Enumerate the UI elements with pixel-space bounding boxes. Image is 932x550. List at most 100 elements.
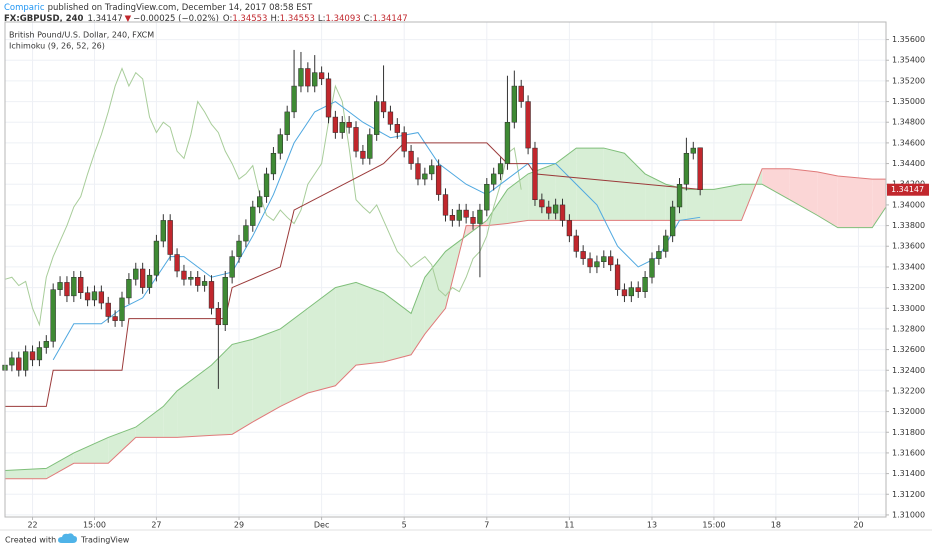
candle-body <box>284 111 290 135</box>
candle-body <box>298 68 304 87</box>
candle-body <box>415 163 421 180</box>
candle-body <box>435 165 442 195</box>
candle-body <box>263 173 270 197</box>
candle-body <box>401 132 407 152</box>
candle-body <box>243 225 249 242</box>
footer-brand[interactable]: TradingView <box>80 536 130 545</box>
candle-body <box>112 316 118 321</box>
cloud-segment <box>555 148 577 221</box>
symbol-line: FX:GBPUSD, 240 1.34147 ▼ −0.00025 (−0.02%) O… <box>4 14 408 24</box>
cloud-segment <box>486 189 508 226</box>
candle-body <box>442 194 449 216</box>
y-tick-label: 1.31400 <box>892 469 925 478</box>
x-tick-label: 27 <box>151 521 161 530</box>
candle-body <box>656 251 662 259</box>
y-tick-label: 1.35000 <box>892 97 925 106</box>
candle-body <box>139 268 146 288</box>
high-label: H: <box>270 14 279 24</box>
y-tick-label: 1.32600 <box>892 345 925 354</box>
y-tick-label: 1.31600 <box>892 448 925 457</box>
low-value: 1.34093 <box>326 14 361 24</box>
candle-body <box>408 150 414 164</box>
footer-created: Created with <box>5 536 56 545</box>
y-tick-label: 1.33200 <box>892 283 925 292</box>
y-tick-label: 1.32400 <box>892 366 925 375</box>
candle-body <box>669 206 676 237</box>
candle-body <box>91 291 98 301</box>
candle-body <box>387 111 394 125</box>
candle-body <box>353 127 359 152</box>
candle-body <box>422 173 428 180</box>
y-tick-label: 1.31200 <box>892 490 925 499</box>
cloud-segment <box>624 153 646 221</box>
candle-body <box>360 150 366 159</box>
brand-icon <box>58 533 77 543</box>
candle-body <box>546 206 552 214</box>
y-tick-label: 1.32200 <box>892 386 925 395</box>
candle-body <box>380 101 387 113</box>
candle-body <box>511 85 517 123</box>
candle-body <box>181 270 187 280</box>
cloud-segment <box>872 179 886 228</box>
candle-body <box>29 351 36 361</box>
candle-body <box>43 341 49 348</box>
candle-body <box>594 261 600 268</box>
publish-line: Comparic published on TradingView.com, De… <box>4 3 313 13</box>
cloud-segment <box>307 287 336 393</box>
candle-body <box>153 240 160 276</box>
y-tick-label: 1.32000 <box>892 407 925 416</box>
span-b-line <box>5 168 886 480</box>
cloud-segment <box>383 292 412 362</box>
candle-body <box>188 277 194 280</box>
y-tick-label: 1.35400 <box>892 56 925 65</box>
candle-body <box>621 289 628 297</box>
candle-body <box>456 209 462 221</box>
candle-body <box>78 277 84 294</box>
candle-body <box>559 204 566 221</box>
cloud-segment <box>837 175 873 228</box>
cloud-segment <box>135 406 164 438</box>
y-tick-label: 1.35200 <box>892 76 925 85</box>
candle-body <box>257 196 263 208</box>
open-value: 1.34553 <box>232 14 267 24</box>
candle-body <box>339 121 345 133</box>
change-arrow: ▼ <box>125 14 132 24</box>
candle-body <box>635 287 641 292</box>
publisher[interactable]: Comparic <box>4 3 45 13</box>
candle-body <box>683 152 690 185</box>
candle-body <box>518 85 524 102</box>
candle-body <box>146 274 153 288</box>
y-tick-label: 1.31800 <box>892 428 925 437</box>
candle-body <box>642 277 648 292</box>
y-tick-label: 1.33800 <box>892 221 925 230</box>
candle-body <box>614 264 621 290</box>
y-tick-label: 1.31000 <box>892 510 925 519</box>
cloud-segment <box>411 277 425 355</box>
cloud-segment <box>177 365 212 438</box>
candle-body <box>628 287 634 297</box>
plot-area <box>2 22 887 517</box>
cloud-segment <box>232 339 253 435</box>
candle-body <box>484 183 490 211</box>
y-tick-label: 1.34400 <box>892 159 925 168</box>
candle-body <box>449 214 456 221</box>
candle-body <box>539 199 545 208</box>
candle-body <box>318 72 325 80</box>
price-tag <box>887 183 929 196</box>
candle-body <box>250 206 256 226</box>
y-tick-label: 1.34800 <box>892 118 925 127</box>
candle-body <box>64 282 70 297</box>
candle-body <box>305 68 311 87</box>
candle-body <box>160 220 166 242</box>
y-tick-label: 1.33600 <box>892 242 925 251</box>
low-label: L: <box>318 14 326 24</box>
candle-body <box>167 220 173 255</box>
candle-body <box>525 101 531 149</box>
cloud-segment <box>665 184 687 221</box>
candle-body <box>57 282 63 290</box>
candle-body <box>126 279 132 299</box>
cloud-segment <box>73 437 109 464</box>
cloud-segment <box>507 173 529 224</box>
cloud-segment <box>108 427 136 464</box>
cloud-segment <box>789 168 818 216</box>
